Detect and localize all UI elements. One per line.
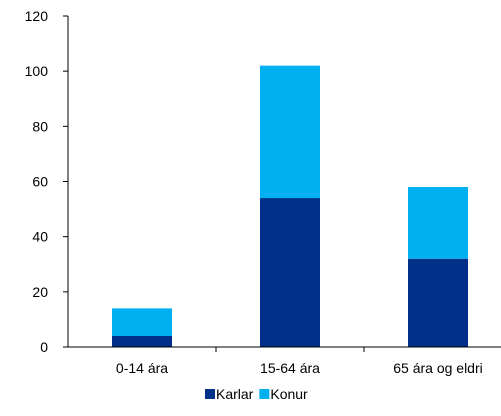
x-tick-label: 0-14 ára: [116, 360, 168, 376]
y-tick-label: 20: [32, 284, 48, 300]
legend: Karlar Konur: [205, 386, 308, 402]
y-tick-label: 0: [40, 339, 48, 355]
bar-karlar-1: [112, 335, 172, 347]
bar-karlar-3: [408, 258, 468, 347]
legend-swatch-karlar: [205, 389, 215, 399]
bar-konur-3: [408, 187, 468, 259]
legend-swatch-konur: [259, 389, 270, 399]
legend-label-karlar: Karlar: [216, 386, 254, 402]
y-tick-label: 120: [25, 8, 49, 24]
y-tick-label: 100: [25, 63, 49, 79]
bar-konur-2: [260, 65, 320, 199]
bar-karlar-2: [260, 198, 320, 347]
x-tick-label: 65 ára og eldri: [393, 360, 483, 376]
y-tick-label: 80: [32, 118, 48, 134]
legend-label-konur: Konur: [270, 386, 308, 402]
y-tick-label: 60: [32, 174, 48, 190]
bar-konur-1: [112, 308, 172, 336]
axes-layer: 0 20 40 60 80 100 120 0-14 ára 15-64 ára 65 ára o…: [25, 8, 501, 376]
x-tick-label: 15-64 ára: [260, 360, 320, 376]
bars-layer: [112, 65, 468, 347]
y-tick-label: 40: [32, 229, 48, 245]
